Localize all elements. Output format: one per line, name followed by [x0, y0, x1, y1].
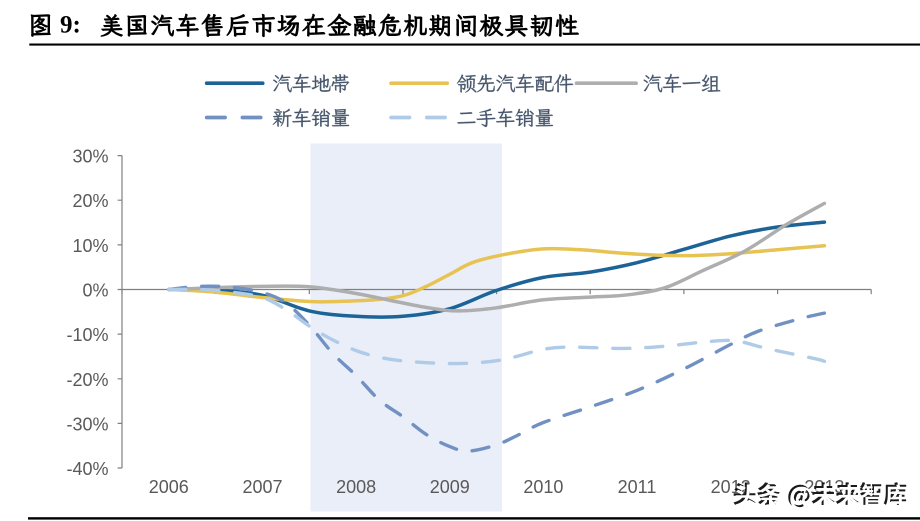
svg-text:2009: 2009 — [430, 477, 470, 497]
svg-text:20%: 20% — [72, 191, 108, 211]
svg-text:-10%: -10% — [66, 325, 108, 345]
svg-text:10%: 10% — [72, 236, 108, 256]
svg-text:2011: 2011 — [618, 477, 657, 497]
svg-text:0%: 0% — [82, 281, 108, 301]
svg-text:2010: 2010 — [523, 477, 563, 497]
svg-text:-20%: -20% — [66, 370, 108, 390]
svg-text:2008: 2008 — [336, 477, 376, 497]
svg-text:-40%: -40% — [66, 459, 108, 479]
svg-text:2006: 2006 — [149, 477, 189, 497]
svg-text:2007: 2007 — [242, 477, 282, 497]
svg-text:9:: 9: — [60, 12, 81, 39]
svg-text:30%: 30% — [72, 147, 108, 167]
svg-text:-30%: -30% — [66, 414, 108, 434]
